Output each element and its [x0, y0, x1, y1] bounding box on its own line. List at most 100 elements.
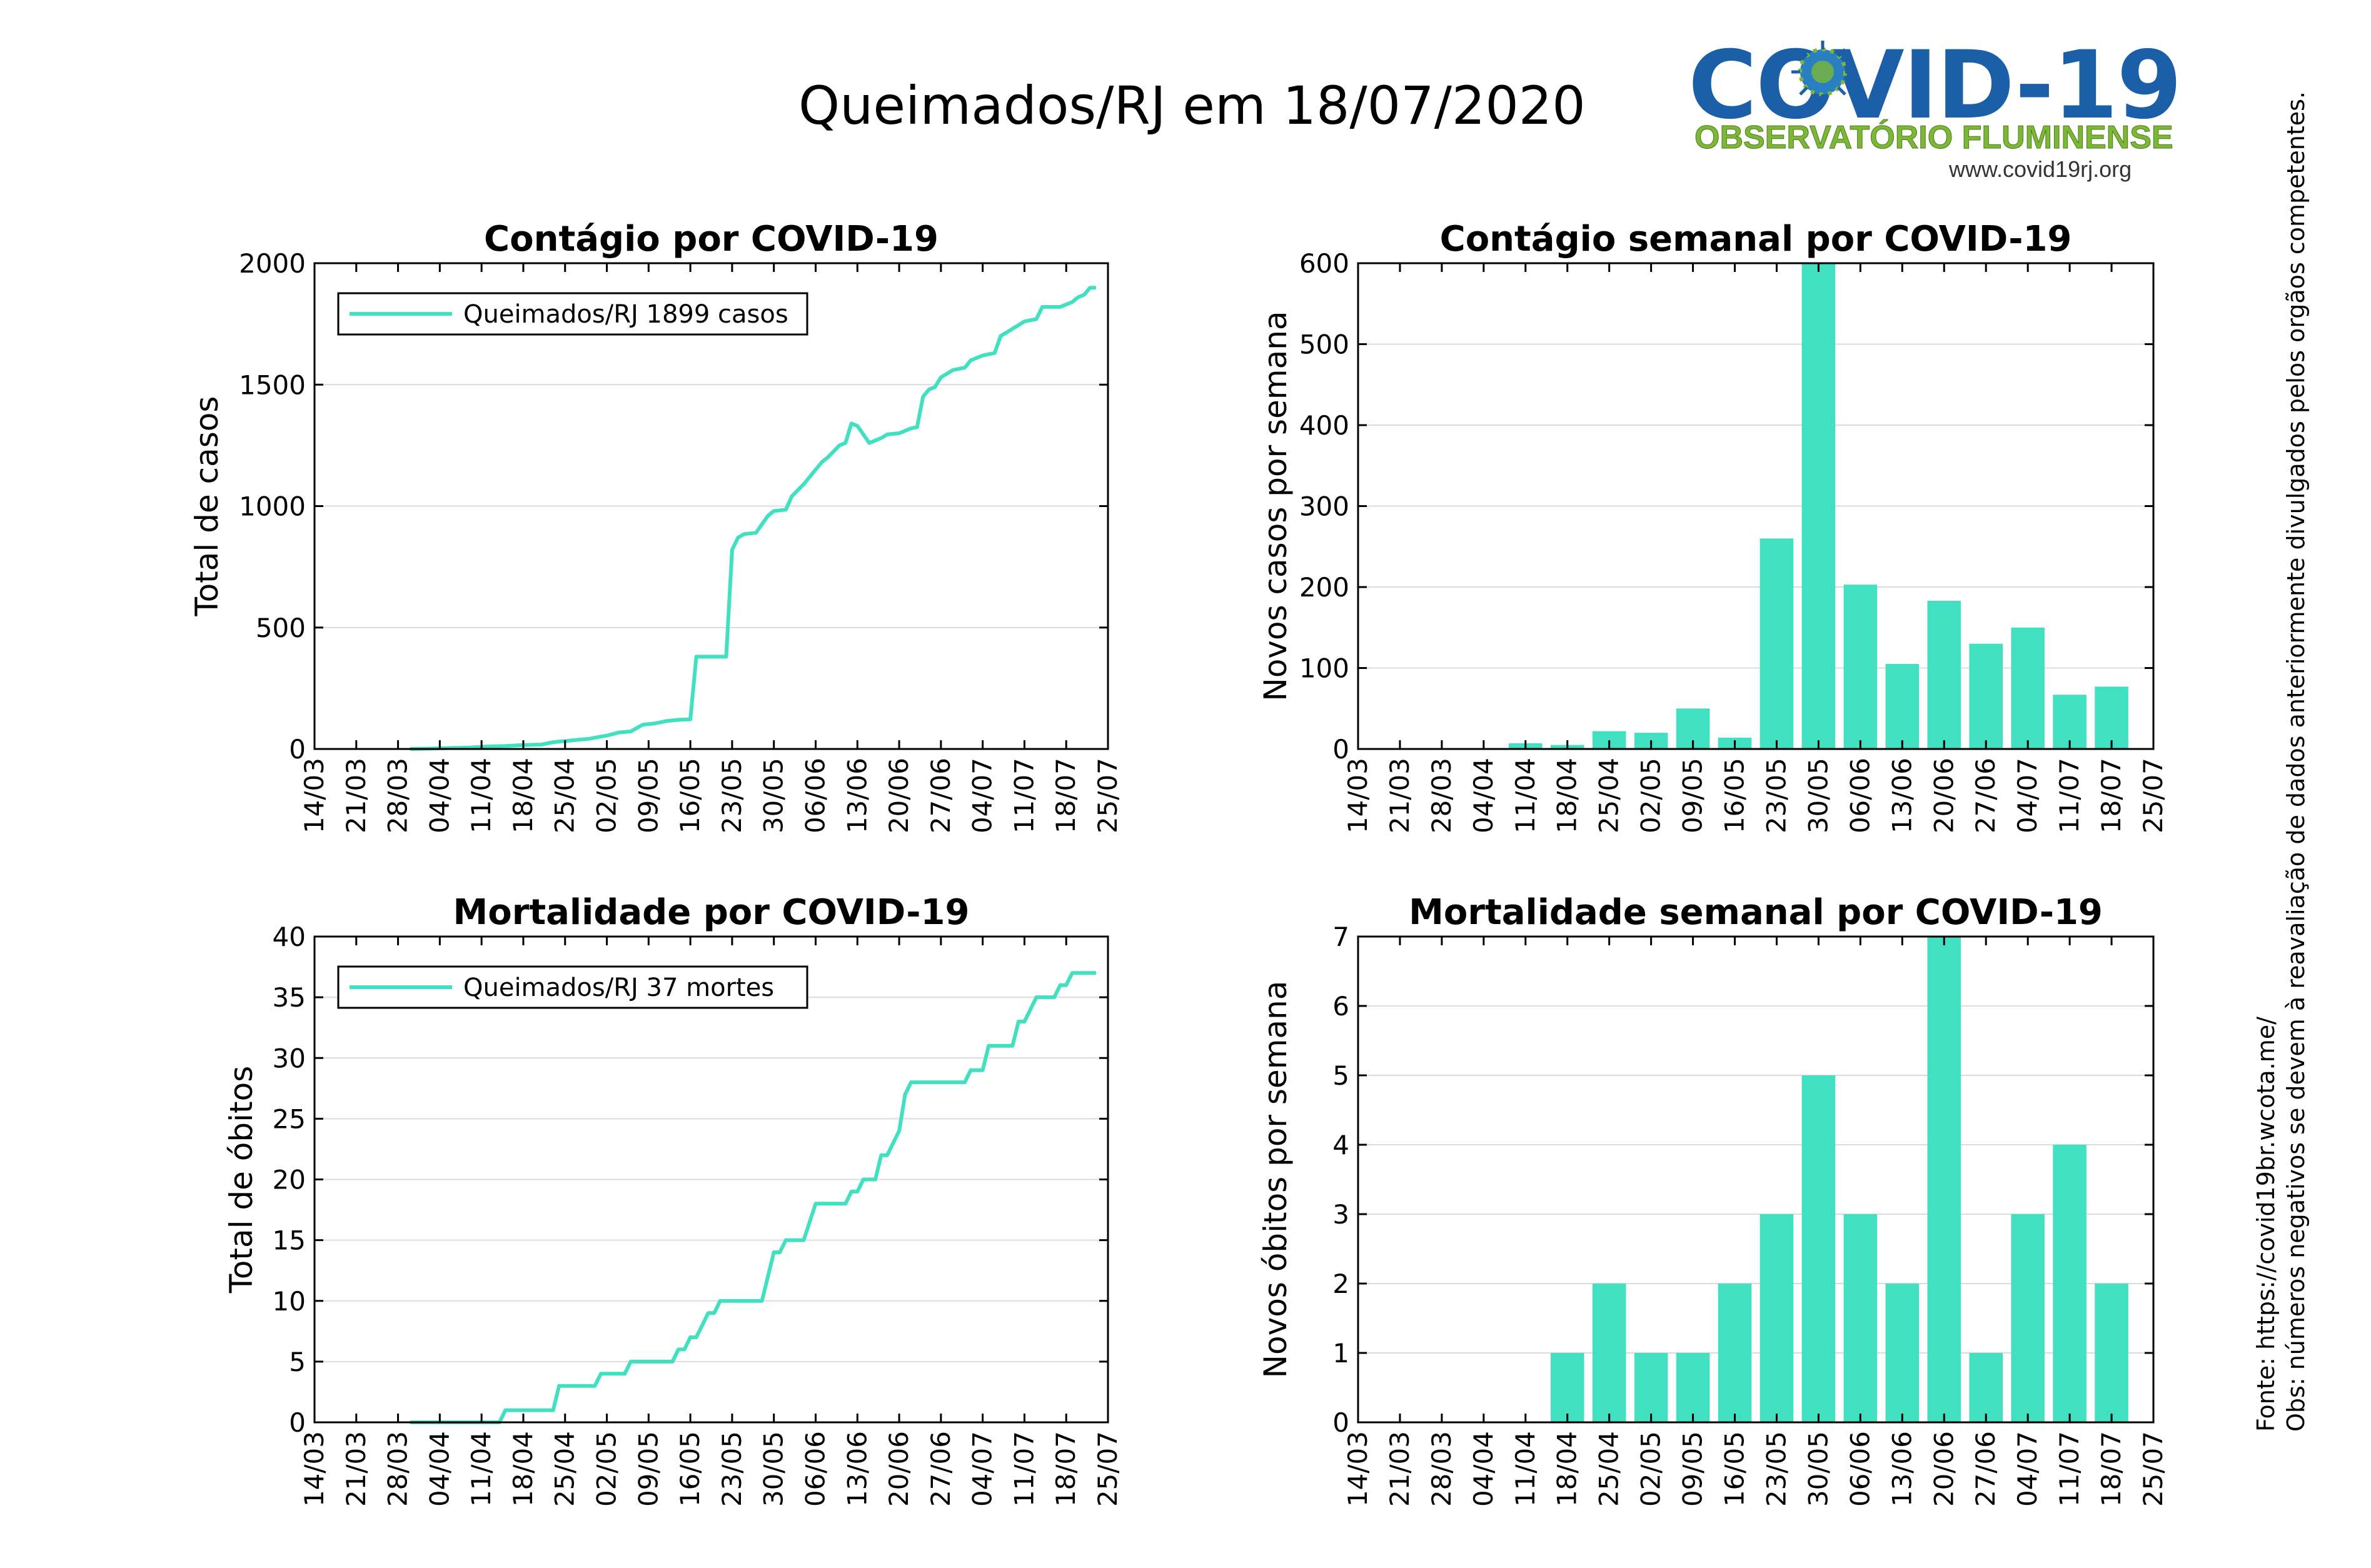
x-tick-label: 28/03: [1426, 758, 1457, 833]
x-tick-label: 16/05: [675, 758, 705, 833]
x-tick-label: 18/07: [2096, 1431, 2127, 1507]
x-tick-label: 23/05: [717, 1431, 747, 1507]
x-tick-label: 21/03: [341, 758, 371, 833]
y-tick-label: 300: [1299, 491, 1349, 522]
x-tick-label: 25/04: [550, 758, 580, 833]
y-tick-label: 40: [273, 922, 306, 952]
bar: [1759, 538, 1794, 749]
x-tick-label: 21/03: [1384, 758, 1415, 833]
x-tick-label: 11/07: [1009, 758, 1039, 833]
bar: [2011, 1214, 2045, 1422]
x-tick-label: 06/06: [800, 758, 830, 833]
x-tick-label: 09/05: [633, 758, 663, 833]
y-axis-label: Total de casos: [189, 396, 225, 617]
y-tick-label: 5: [289, 1347, 306, 1377]
x-tick-label: 18/07: [1050, 1431, 1081, 1507]
x-tick-label: 23/05: [1761, 758, 1791, 833]
x-tick-label: 06/06: [1845, 758, 1875, 833]
y-tick-label: 0: [1332, 1407, 1349, 1438]
bar: [1759, 1214, 1794, 1422]
logo-main-text: COVID-19: [1688, 31, 2182, 140]
x-tick-label: 14/03: [299, 758, 330, 833]
x-tick-label: 18/04: [1552, 1431, 1583, 1507]
x-tick-label: 18/04: [1552, 758, 1583, 833]
x-tick-label: 23/05: [717, 758, 747, 833]
x-tick-label: 04/04: [424, 758, 455, 833]
y-tick-label: 0: [289, 1407, 306, 1438]
x-tick-label: 13/06: [842, 758, 872, 833]
chart-title: Contágio semanal por COVID-19: [1440, 219, 2072, 259]
x-tick-label: 04/07: [967, 1431, 998, 1507]
bar: [2053, 1145, 2087, 1422]
axes-frame: [1357, 935, 2155, 1424]
x-tick-label: 18/07: [2096, 758, 2127, 833]
legend-label: Queimados/RJ 37 mortes: [463, 973, 774, 1002]
x-tick-label: 04/07: [2012, 758, 2043, 833]
y-tick-label: 500: [256, 613, 306, 643]
x-tick-label: 09/05: [633, 1431, 663, 1507]
bar: [2011, 627, 2045, 749]
y-tick-label: 500: [1299, 329, 1349, 360]
y-tick-label: 400: [1299, 410, 1349, 441]
bar: [1801, 1075, 1836, 1422]
x-tick-label: 23/05: [1761, 1431, 1791, 1507]
virus-icon: [1791, 41, 1854, 103]
x-tick-label: 16/05: [675, 1431, 705, 1507]
x-tick-label: 02/05: [591, 1431, 622, 1507]
x-tick-label: 30/05: [1803, 758, 1833, 833]
bar: [1885, 1284, 1920, 1422]
x-tick-label: 20/06: [883, 1431, 914, 1507]
bar: [1592, 1284, 1626, 1422]
y-tick-label: 1500: [239, 369, 306, 400]
x-tick-label: 09/05: [1678, 758, 1708, 833]
x-tick-label: 14/03: [1342, 1431, 1373, 1507]
x-tick-label: 04/07: [2012, 1431, 2043, 1507]
x-tick-label: 04/07: [967, 758, 998, 833]
x-tick-label: 11/04: [466, 1431, 496, 1507]
bar: [1927, 937, 1961, 1422]
bar: [1550, 1353, 1584, 1422]
x-tick-label: 14/03: [299, 1431, 330, 1507]
x-tick-label: 28/03: [1426, 1431, 1457, 1507]
y-tick-label: 600: [1299, 248, 1349, 279]
bar: [1718, 1284, 1752, 1422]
y-axis-label: Novos casos por semana: [1257, 311, 1294, 701]
x-tick-label: 02/05: [591, 758, 622, 833]
x-tick-label: 27/06: [1970, 1431, 2001, 1507]
bar: [1843, 1214, 1878, 1422]
bar: [1885, 664, 1920, 749]
x-tick-label: 06/06: [800, 1431, 830, 1507]
chart-title: Mortalidade por COVID-19: [453, 892, 970, 933]
y-tick-label: 10: [273, 1286, 306, 1317]
y-tick-label: 5: [1332, 1060, 1349, 1091]
legend-label: Queimados/RJ 1899 casos: [463, 300, 788, 329]
x-tick-label: 30/05: [758, 758, 789, 833]
x-tick-label: 04/04: [1468, 1431, 1499, 1507]
y-tick-label: 7: [1332, 922, 1349, 952]
x-tick-label: 13/06: [842, 1431, 872, 1507]
x-tick-label: 02/05: [1636, 758, 1666, 833]
x-tick-label: 30/05: [1803, 1431, 1833, 1507]
bar: [1843, 585, 1878, 749]
y-tick-label: 200: [1299, 572, 1349, 603]
y-tick-label: 100: [1299, 653, 1349, 684]
x-tick-label: 20/06: [1928, 1431, 1959, 1507]
logo: COVID-19 OBSERVATÓRIO FLUMINENSE www.cov…: [1688, 31, 2182, 188]
logo-url: www.covid19rj.org: [1949, 156, 2132, 182]
x-tick-label: 11/04: [466, 758, 496, 833]
x-tick-label: 02/05: [1636, 1431, 1666, 1507]
x-tick-label: 11/04: [1510, 758, 1541, 833]
y-tick-label: 0: [1332, 734, 1349, 765]
y-tick-label: 2: [1332, 1269, 1349, 1299]
legend: Queimados/RJ 1899 casos: [337, 292, 808, 336]
x-tick-label: 18/04: [508, 758, 538, 833]
x-tick-label: 28/03: [383, 758, 413, 833]
y-tick-label: 6: [1332, 991, 1349, 1022]
series-line: [410, 286, 1096, 751]
y-tick-label: 3: [1332, 1199, 1349, 1230]
x-tick-label: 18/07: [1050, 758, 1081, 833]
x-tick-label: 27/06: [925, 758, 956, 833]
x-tick-label: 06/06: [1845, 1431, 1875, 1507]
y-tick-label: 25: [273, 1103, 306, 1134]
